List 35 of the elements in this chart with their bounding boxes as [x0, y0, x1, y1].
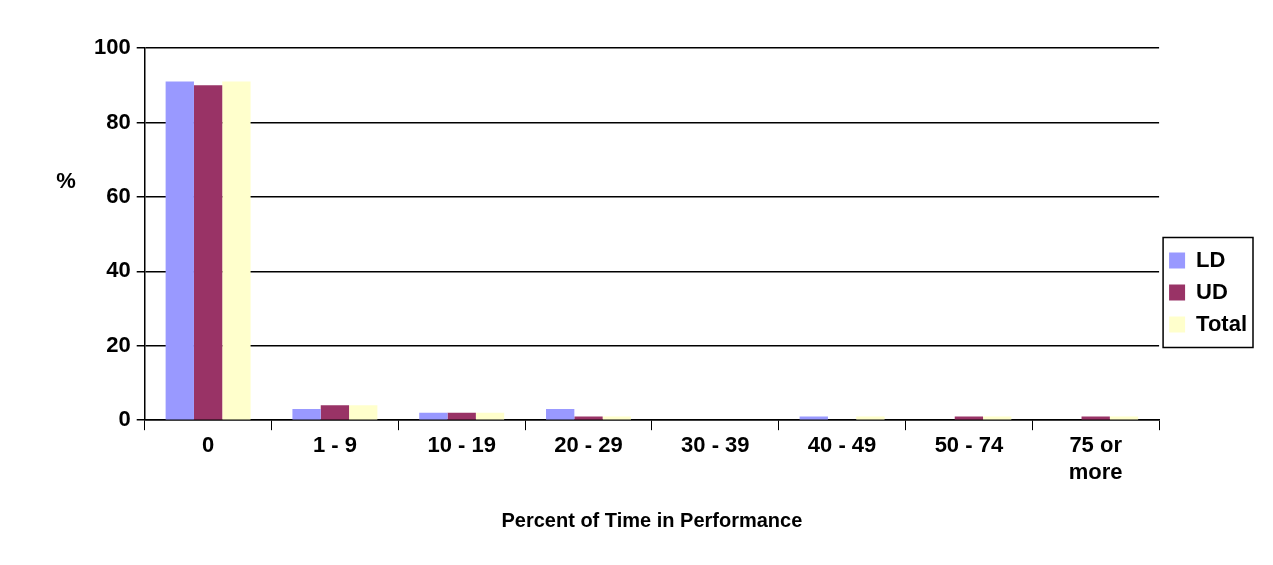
- bar: [856, 416, 885, 420]
- bar: [1081, 416, 1110, 420]
- bar: [574, 416, 603, 420]
- bar: [954, 416, 984, 420]
- bar: [799, 416, 828, 420]
- bar: [602, 416, 631, 420]
- y-tick-label: 60: [106, 182, 131, 208]
- x-axis-title: Percent of Time in Performance: [501, 508, 803, 531]
- legend-label: UD: [1196, 278, 1228, 304]
- bar: [320, 405, 350, 420]
- y-tick-label: 80: [106, 108, 131, 134]
- bar: [165, 81, 194, 420]
- x-tick-label: 50 - 74: [934, 432, 1004, 458]
- bar: [419, 412, 448, 420]
- bar: [292, 409, 321, 420]
- x-tick-label: 75 or more: [1068, 432, 1123, 484]
- legend-label: Total: [1196, 310, 1247, 336]
- x-tick-label: 0: [201, 432, 215, 458]
- x-tick-label: 10 - 19: [427, 432, 496, 458]
- x-tick-label: 1 - 9: [312, 432, 357, 458]
- legend-label: LD: [1196, 246, 1226, 272]
- y-tick-label: 0: [118, 406, 131, 432]
- bar: [546, 409, 575, 420]
- bar: [193, 85, 223, 420]
- y-tick-label: 40: [106, 257, 131, 283]
- x-tick-label: 40 - 49: [807, 432, 877, 458]
- bar: [349, 405, 378, 420]
- y-axis-title: %: [56, 168, 76, 194]
- y-tick-label: 20: [106, 331, 131, 357]
- x-tick-label: 20 - 29: [554, 432, 623, 458]
- bar: [1109, 416, 1139, 420]
- x-tick-label: 30 - 39: [681, 432, 750, 458]
- bar: [983, 416, 1012, 420]
- y-tick-label: 100: [93, 34, 131, 60]
- bar: [222, 81, 251, 420]
